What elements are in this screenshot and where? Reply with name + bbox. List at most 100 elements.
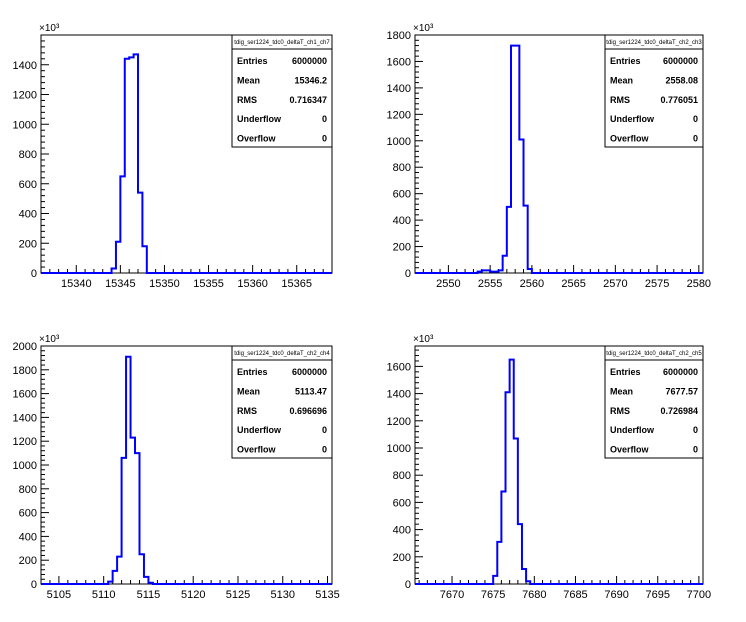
histogram-bin xyxy=(510,360,514,584)
x-tick-label: 2560 xyxy=(520,278,544,290)
histogram-line xyxy=(415,44,703,274)
x-tick-label: 5115 xyxy=(137,589,161,601)
x-tick-label: 2565 xyxy=(561,278,585,290)
y-tick-label: 400 xyxy=(393,215,411,227)
stats-value: 6000000 xyxy=(292,56,327,66)
stats-title: tdig_ser1224_tdc0_deltaT_ch1_ch7 xyxy=(234,40,330,46)
stats-box-frame xyxy=(231,34,333,148)
stats-value: 0 xyxy=(693,445,698,455)
histogram-bin xyxy=(515,46,519,273)
x-tick-label: 7680 xyxy=(522,589,546,601)
y-tick-label: 0 xyxy=(31,268,37,280)
y-tick-label: 1200 xyxy=(387,416,411,428)
y-tick-label: 600 xyxy=(19,508,37,520)
histogram-bin xyxy=(507,207,511,273)
y-tick-label: 400 xyxy=(393,525,411,537)
stats-label: Entries xyxy=(610,367,641,377)
y-tick-label: 0 xyxy=(405,268,411,280)
stats-box: tdig_ser1224_tdc0_deltaT_ch2_ch4 Entries 6… xyxy=(231,345,333,459)
y-tick-label: 400 xyxy=(19,531,37,543)
histogram-line xyxy=(41,355,332,585)
histogram-bin xyxy=(122,458,126,584)
y-exponent-label: ×10³ xyxy=(39,23,60,34)
stats-box-frame xyxy=(604,34,704,148)
histogram-bin xyxy=(503,256,507,273)
stats-box: tdig_ser1224_tdc0_deltaT_ch1_ch7 Entries 6… xyxy=(231,34,333,148)
y-tick-label: 1400 xyxy=(13,412,37,424)
stats-value: 15346.2 xyxy=(294,75,327,85)
histogram-bin xyxy=(486,270,490,273)
histogram-bin xyxy=(116,242,120,273)
histogram-bin xyxy=(129,57,133,273)
stats-label: Entries xyxy=(237,56,268,66)
y-tick-label: 1000 xyxy=(387,443,411,455)
y-tick-label: 1600 xyxy=(387,361,411,373)
histogram-bin xyxy=(511,46,515,273)
x-tick-label: 2555 xyxy=(478,278,502,290)
x-tick-label: 15340 xyxy=(61,278,92,290)
x-tick-label: 2570 xyxy=(603,278,627,290)
y-tick-label: 1400 xyxy=(387,83,411,95)
stats-value: 0 xyxy=(693,114,698,124)
histogram-bin xyxy=(518,524,522,584)
histogram-bin xyxy=(497,542,501,584)
y-tick-label: 0 xyxy=(31,579,37,591)
histogram-line xyxy=(41,53,332,274)
histogram-bin xyxy=(498,270,502,273)
stats-label: RMS xyxy=(237,406,257,416)
y-tick-label: 800 xyxy=(19,484,37,496)
histogram-bin xyxy=(478,272,482,273)
stats-value: 0.696696 xyxy=(289,406,327,416)
y-tick-label: 600 xyxy=(393,189,411,201)
histogram-bin xyxy=(126,357,130,584)
stats-label: RMS xyxy=(610,406,630,416)
histogram-bin xyxy=(142,246,146,273)
x-tick-label: 5110 xyxy=(92,589,116,601)
y-tick-label: 1200 xyxy=(387,109,411,121)
histogram-bin xyxy=(125,59,129,273)
stats-box: tdig_ser1224_tdc0_deltaT_ch2_ch3 Entries 6… xyxy=(604,34,704,148)
histogram-bin xyxy=(506,392,510,584)
histogram-panel: 0 200 400 600 800 1000 1200 1400 1600 1800 2000 510… xyxy=(13,334,340,601)
stats-label: RMS xyxy=(610,95,630,105)
x-tick-label: 15365 xyxy=(281,278,312,290)
y-tick-label: 400 xyxy=(19,209,37,221)
histogram-bin xyxy=(482,270,486,273)
histogram-bin xyxy=(131,438,135,584)
histogram-bin xyxy=(144,577,148,584)
histogram-panel: 0 200 400 600 800 1000 1200 1400 15340 15345 15350… xyxy=(13,23,333,290)
stats-value: 0 xyxy=(322,445,327,455)
stats-label: Mean xyxy=(237,386,260,396)
stats-value: 6000000 xyxy=(292,367,327,377)
histogram-bin xyxy=(514,438,518,584)
stats-label: Entries xyxy=(610,56,641,66)
y-exponent-label: ×10³ xyxy=(413,334,434,345)
stats-label: Underflow xyxy=(237,425,282,435)
x-tick-label: 5105 xyxy=(47,589,71,601)
stats-label: Mean xyxy=(610,386,633,396)
x-tick-label: 7700 xyxy=(687,589,711,601)
y-tick-label: 1000 xyxy=(387,136,411,148)
histogram-bin xyxy=(494,272,498,273)
stats-box: tdig_ser1224_tdc0_deltaT_ch2_ch5 Entries 6… xyxy=(604,345,704,459)
stats-label: Overflow xyxy=(237,134,277,144)
stats-value: 0 xyxy=(693,425,698,435)
histogram-bin xyxy=(526,581,530,584)
histogram-bin xyxy=(134,54,138,273)
stats-value: 6000000 xyxy=(663,56,698,66)
y-tick-label: 1200 xyxy=(13,436,37,448)
x-tick-label: 7685 xyxy=(563,589,587,601)
x-tick-label: 7675 xyxy=(481,589,505,601)
y-tick-label: 1000 xyxy=(13,460,37,472)
histogram-panel: 0 200 400 600 800 1000 1200 1400 1600 1800 2550 255… xyxy=(387,23,712,290)
histogram-bin xyxy=(490,272,494,273)
x-tick-label: 2580 xyxy=(687,278,711,290)
y-tick-label: 1800 xyxy=(387,30,411,42)
histogram-bin xyxy=(493,576,497,584)
histogram-bin xyxy=(139,554,143,584)
stats-box-frame xyxy=(231,345,333,459)
y-tick-label: 800 xyxy=(19,149,37,161)
stats-label: Mean xyxy=(237,75,260,85)
y-tick-label: 1400 xyxy=(387,389,411,401)
y-tick-label: 200 xyxy=(393,242,411,254)
